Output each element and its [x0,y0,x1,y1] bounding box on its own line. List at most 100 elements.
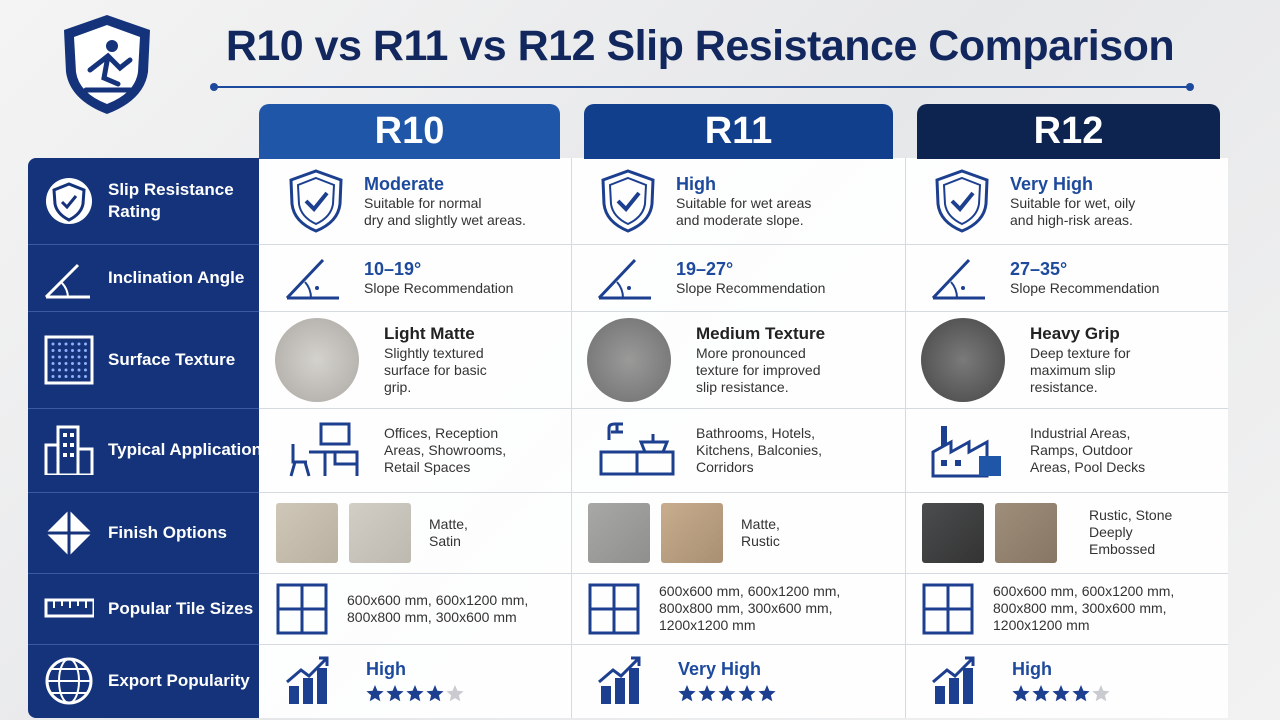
row-divider [28,644,1228,645]
column-header: R10 [259,104,560,159]
angle-icon [595,254,655,302]
cell-text: Ramps, Outdoor [1030,441,1133,458]
title: R10 vs R11 vs R12 Slip Resistance Compar… [225,22,1175,70]
cell-text: Slope Recommendation [676,280,826,296]
logo [64,15,150,114]
label-divider [28,311,259,312]
cell-text: Bathrooms, Hotels, [696,424,816,441]
shield-icon-svg [289,169,343,233]
cell-text: and moderate slope. [676,212,804,228]
cell-text: Rustic [741,532,780,549]
row-divider [28,573,1228,574]
shield-icon [286,168,346,234]
finish-swatch-svg [995,502,1057,563]
cell-heading: Heavy Grip [1030,324,1120,343]
row-label: Slip Resistance [108,180,234,199]
growth-icon-svg [598,656,641,704]
cell-text: texture for improved [696,362,821,378]
row-icon-svg [45,657,93,705]
cell-heading: Light Matte [384,324,475,343]
cell-text: Suitable for wet, oily [1010,195,1136,211]
shield-icon [598,168,658,234]
tile-grid-icon [275,582,329,636]
row-label: Typical Applications [108,440,272,459]
angle-icon-svg [931,258,985,299]
row-label: Export Popularity [108,671,250,690]
row-icon [44,253,94,303]
cell-text: Suitable for wet areas [676,195,812,211]
cell-text: 1200x1200 mm [659,617,756,633]
cell-heading: 10–19° [364,259,422,279]
cell-text: Satin [429,532,461,549]
row-icon [44,335,94,385]
label-column [28,158,259,718]
cell-text: Retail Spaces [384,458,471,475]
row-label: Surface Texture [108,349,236,369]
cell-text: 800x800 mm, 300x600 mm, [993,600,1167,616]
texture-swatch [919,316,1007,404]
row-label: Finish Options [108,522,227,542]
texture-swatch-svg [921,317,1005,402]
row-icon-svg [44,598,96,617]
application-icon [931,422,1011,478]
cell-text: More pronounced [696,345,806,361]
growth-icon-svg [286,656,329,704]
cell-text: Slope Recommendation [1010,280,1160,296]
label-divider [28,244,259,245]
stars [366,685,464,702]
cell-text: Matte, [741,515,780,532]
application-icon [597,422,677,478]
cell-text: Slightly textured [384,345,484,361]
cell-text: 600x600 mm, 600x1200 mm, [659,583,841,599]
finish-swatch-svg [661,502,723,563]
growth-icon [931,654,977,708]
cell-text: Matte, [429,515,468,532]
row-icon-svg [44,263,90,298]
finish-swatch [660,502,724,564]
label-divider [28,492,259,493]
shield-icon-svg [935,169,989,233]
cell-text: slip resistance. [696,379,789,395]
label-divider [28,573,259,574]
cell-heading: Very High [678,659,762,679]
angle-icon [929,254,989,302]
row-icon [44,176,94,226]
cell-heading: Very High [1010,174,1094,194]
label-divider [28,408,259,409]
row-icon [44,584,96,634]
column-divider [905,158,906,718]
row-divider [28,244,1228,245]
cell-text: maximum slip [1030,362,1116,378]
row-label: Rating [108,202,161,221]
texture-swatch-svg [275,317,359,402]
cell-text: Deep texture for [1030,345,1131,361]
cell-text: Embossed [1089,541,1156,557]
cell-text: and high-risk areas. [1010,212,1133,228]
cell-text: dry and slightly wet areas. [364,212,526,228]
row-icon [44,656,94,706]
cell-heading: Moderate [364,174,445,194]
finish-swatch-svg [349,502,411,563]
cell-text: Kitchens, Balconies, [696,441,823,458]
cell-text: Areas, Pool Decks [1030,458,1146,475]
cell-text: Offices, Reception [384,424,499,441]
cell-text: resistance. [1030,379,1098,395]
cell-text: 600x600 mm, 600x1200 mm, [993,583,1175,599]
row-icon-svg [44,335,94,384]
shield-icon-svg [601,169,655,233]
finish-swatch [348,502,412,564]
row-label: Inclination Angle [108,267,245,287]
tile-grid-icon-svg [922,583,974,634]
tile-grid-icon [587,582,641,636]
texture-swatch [273,316,361,404]
finish-swatch [275,502,339,564]
row-divider [28,311,1228,312]
cell-heading: 27–35° [1010,259,1068,279]
growth-icon [597,654,643,708]
row-icon-svg [46,178,92,224]
growth-icon [285,654,331,708]
cell-text: Corridors [696,458,754,475]
column-divider [571,158,572,718]
cell-text: 1200x1200 mm [993,617,1090,633]
